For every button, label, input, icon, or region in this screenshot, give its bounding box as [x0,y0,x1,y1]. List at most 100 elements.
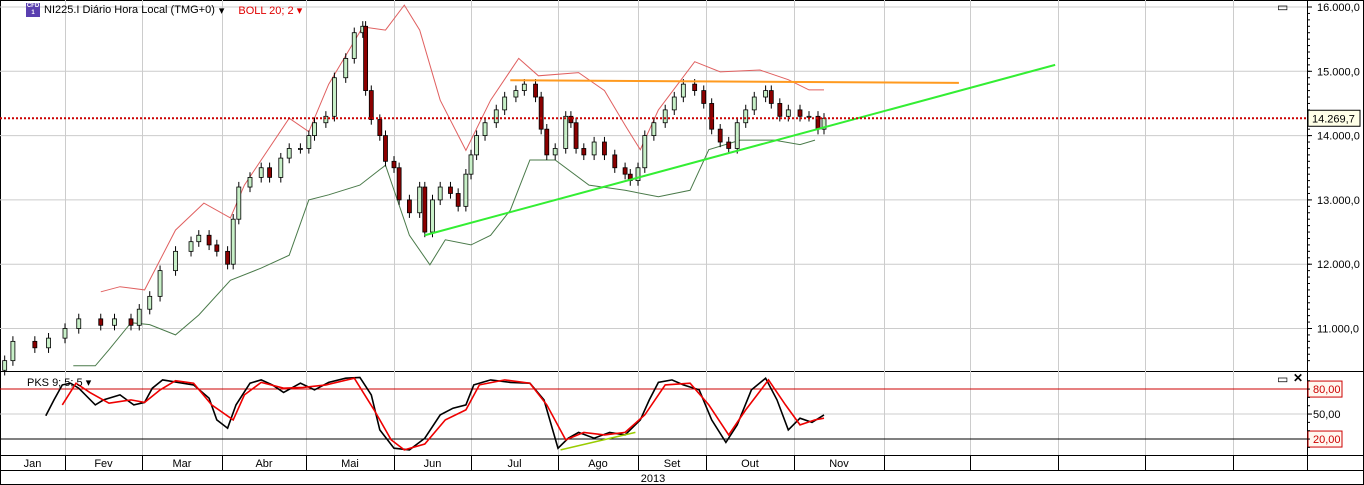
maximize-main-panel-icon[interactable]: ▭ [1277,0,1289,14]
candle-body [692,83,698,91]
candle-body [538,96,544,130]
stoch-label-text: PKS 9; 5; 5 [27,377,83,389]
candle-body [286,148,292,159]
candle-body [46,337,51,349]
candle-body [468,154,474,175]
candle-body [147,295,153,310]
month-label: Mai [341,458,359,470]
candle-body [642,135,648,169]
candle-body [474,135,480,156]
candle-body [448,186,453,194]
stochastic-indicator-label[interactable]: PKS 9; 5; 5 ▾ [27,377,92,389]
cfd-icon: CFD 1 [26,3,40,17]
candle-body [430,199,435,233]
candle-body [568,115,574,124]
month-label: Abr [255,458,272,470]
stoch-trendline[interactable] [560,431,636,451]
candle-body [312,122,317,136]
candle-body [709,103,715,130]
candle-body [573,122,579,149]
candle-body [544,128,550,156]
year-label: 2013 [641,473,665,485]
trendline-support[interactable] [424,63,1056,237]
candle-body [463,173,469,207]
candle-body [563,115,569,149]
candle-body [533,83,538,98]
stoch-tick-label: 80,00 [1313,384,1341,396]
symbol-selector[interactable]: NI225.I Diário Hora Local (TMG+0) [44,4,215,16]
y-tick-label: 11.000,0 [1317,324,1359,336]
candle-body [513,90,519,98]
candle-body [726,141,732,149]
candle-body [230,218,236,265]
candle-body [806,115,812,118]
close-stoch-panel-icon[interactable]: ✕ [1293,371,1304,385]
bollinger-upper-band [100,4,824,293]
candle-body [377,119,383,137]
bollinger-label-text: BOLL 20; 2 [238,4,294,17]
candle-body [173,250,178,272]
candle-body [62,328,68,339]
candle-body [417,186,423,214]
month-label: Jan [24,458,42,470]
candle-body [206,234,212,246]
month-label: Ago [588,458,608,470]
candle-body [297,148,303,150]
candle-body [10,340,16,362]
candle-body [267,167,273,178]
candle-body [763,90,769,98]
candle-body [422,186,428,233]
maximize-stoch-panel-icon[interactable]: ▭ [1277,372,1289,386]
candle-body [363,25,369,91]
trendline-resistance[interactable] [510,79,959,84]
candle-body [214,244,220,252]
month-label: Jun [424,458,442,470]
candle-body [98,318,104,326]
last-price-box [1307,109,1361,127]
candle-body [743,109,749,124]
candle-body [622,167,628,175]
candle-body [32,340,38,349]
candle-body [482,122,488,136]
month-label: Out [741,458,759,470]
candle-body [343,58,349,79]
candle-body [112,318,117,326]
y-tick-label: 16.000,0 [1317,2,1360,14]
candle-body [552,148,558,156]
candle-body [188,241,194,252]
month-label: Set [664,458,681,470]
candle-body [612,154,618,169]
y-tick-label: 13.000,0 [1317,195,1360,207]
stoch-line-k [45,376,825,451]
candle-body [323,115,329,124]
candle-body [391,160,397,169]
candle-body [278,157,284,178]
stoch-tick-label: 50,00 [1313,409,1341,421]
candle-body [602,141,607,156]
candle-body [785,109,791,117]
candle-body [751,96,757,111]
candle-body [2,360,8,371]
candle-body [521,83,527,91]
candle-body [236,186,242,220]
chart-header: CFD 1 NI225.I Diário Hora Local (TMG+0) ▾ … [26,3,302,17]
month-label: Mar [173,458,192,470]
candle-body [671,96,677,111]
candle-body [383,135,388,162]
bollinger-lower-band [73,139,816,367]
y-tick-label: 15.000,0 [1317,66,1360,78]
candle-body [76,318,82,329]
candle-body [196,234,202,243]
candle-body [136,308,142,326]
candle-body [406,199,412,214]
stoch-line-d [61,377,825,451]
candle-body [225,250,231,265]
y-tick-label: 12.000,0 [1317,259,1360,271]
bollinger-indicator-label[interactable]: BOLL 20; 2 ▾ [238,4,303,17]
month-label: Fev [94,458,113,470]
symbol-dropdown-icon[interactable]: ▾ [218,4,225,17]
candle-body [680,83,686,98]
candle-body [157,270,163,297]
candle-body [258,167,264,178]
